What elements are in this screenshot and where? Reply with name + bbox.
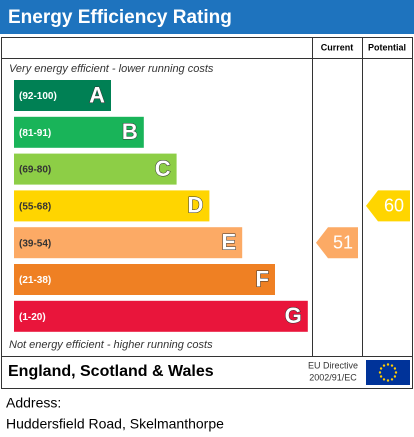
eu-star xyxy=(393,367,397,370)
column-header: Potential xyxy=(368,42,406,52)
band-range: (69-80) xyxy=(19,165,51,176)
rating-value: 51 xyxy=(333,232,353,252)
band-range: (81-91) xyxy=(19,128,51,139)
band xyxy=(14,80,111,111)
band-letter: C xyxy=(155,156,171,181)
band xyxy=(14,300,308,332)
band-letter: F xyxy=(256,266,269,291)
title-bar xyxy=(0,0,414,34)
directive: 2002/91/EC xyxy=(309,372,357,382)
band xyxy=(14,264,275,295)
frame xyxy=(1,37,413,389)
region: England, Scotland & Wales xyxy=(8,363,214,380)
band xyxy=(14,190,210,222)
eu-star xyxy=(382,378,386,381)
eu-star xyxy=(390,378,394,381)
rating-arrow xyxy=(316,227,358,259)
eu-star xyxy=(386,379,390,382)
band-letter: D xyxy=(188,193,204,218)
eu-star xyxy=(378,371,382,374)
band-range: (1-20) xyxy=(19,312,46,323)
eu-star xyxy=(382,364,386,367)
eu-star xyxy=(379,375,383,378)
title: Energy Efficiency Rating xyxy=(8,7,232,28)
address-label: Address: xyxy=(6,395,61,411)
rating-arrow xyxy=(366,190,410,222)
band-range: (39-54) xyxy=(19,238,51,249)
eu-star xyxy=(386,363,390,366)
band xyxy=(14,153,177,185)
eu-star xyxy=(393,375,397,378)
top-note: Very energy efficient - lower running co… xyxy=(9,63,214,75)
band-letter: B xyxy=(122,119,138,144)
column-header: Current xyxy=(321,42,354,52)
band xyxy=(14,116,144,148)
eu-star xyxy=(390,364,394,367)
rating-value: 60 xyxy=(384,196,404,216)
band-range: (21-38) xyxy=(19,275,51,286)
band-letter: G xyxy=(285,303,302,328)
band-letter: A xyxy=(89,82,105,107)
band-range: (92-100) xyxy=(19,91,57,102)
band xyxy=(14,227,243,259)
band-letter: E xyxy=(222,230,237,255)
bottom-note: Not energy efficient - higher running co… xyxy=(9,339,213,351)
eu-star xyxy=(394,371,398,374)
eu-stars xyxy=(378,363,398,382)
eu-star xyxy=(379,367,383,370)
address-line: Huddersfield Road, Skelmanthorpe xyxy=(6,416,224,432)
directive: EU Directive xyxy=(308,360,358,370)
band-range: (55-68) xyxy=(19,202,51,213)
